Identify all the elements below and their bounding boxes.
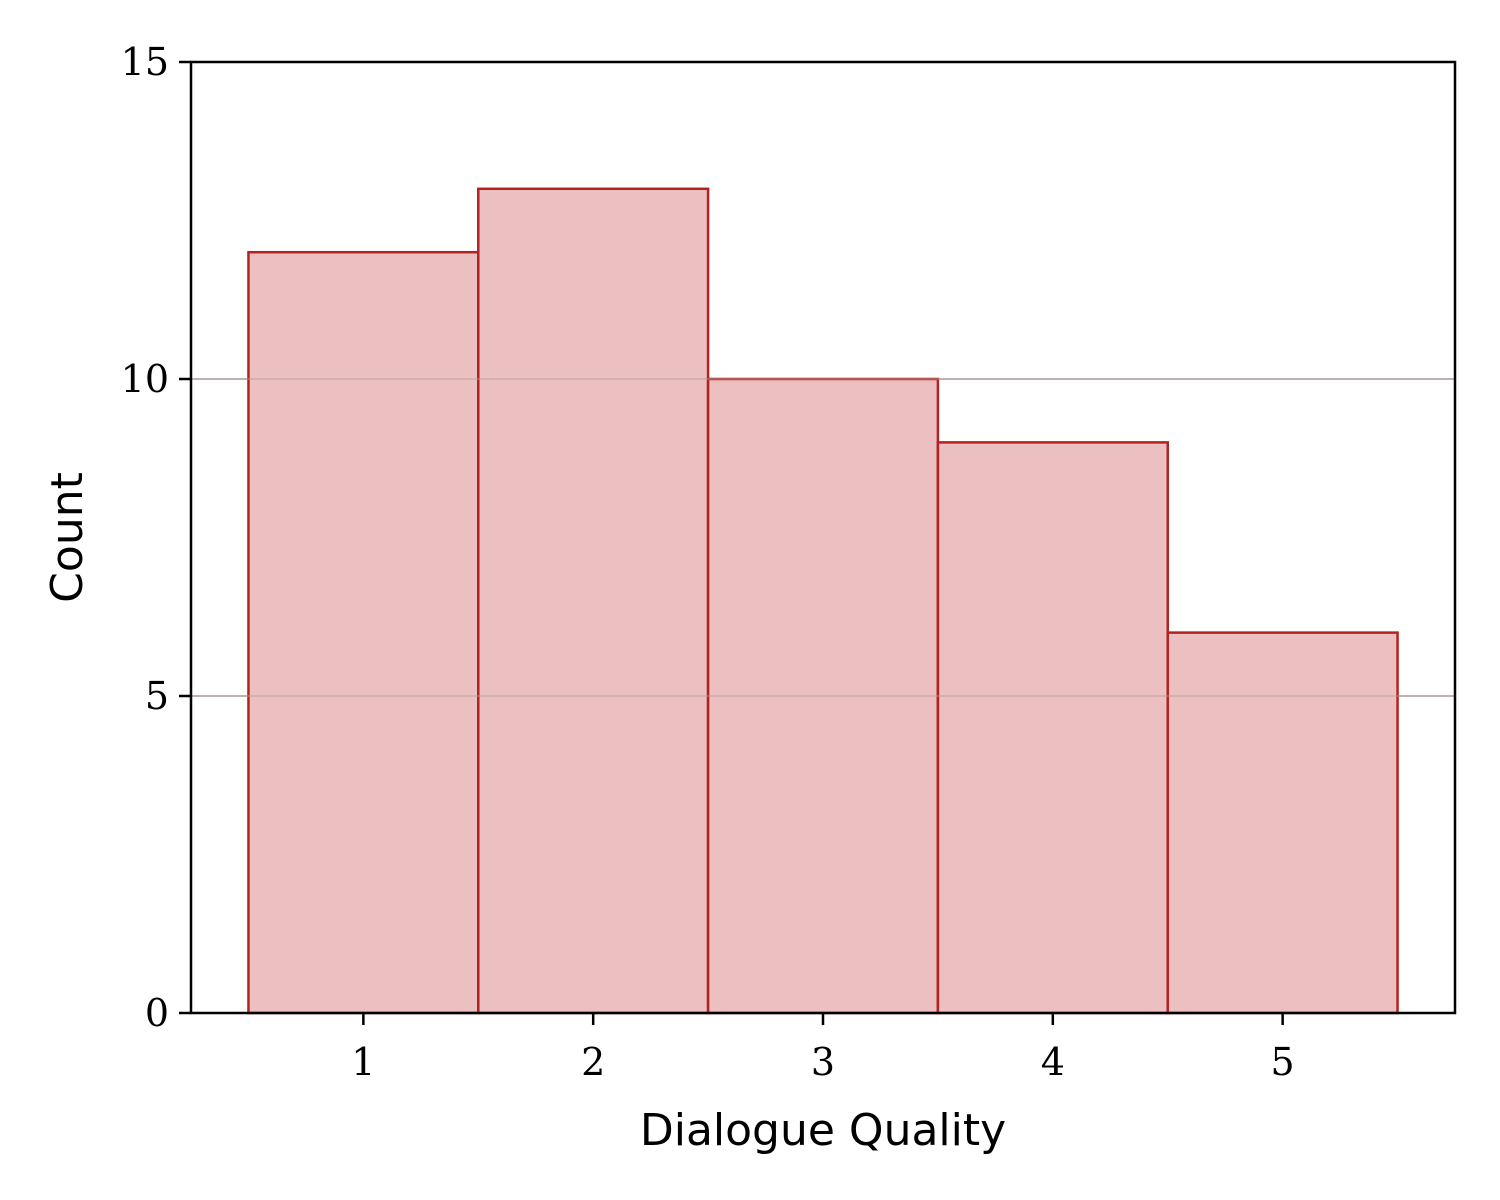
y-tick-label-10: 10 — [121, 357, 169, 401]
y-tick-label-0: 0 — [145, 991, 169, 1035]
x-tick-label-3: 3 — [811, 1040, 835, 1084]
x-tick-label-4: 4 — [1041, 1040, 1065, 1084]
bar-1 — [247, 250, 480, 1015]
bar-5 — [1166, 631, 1399, 1015]
y-axis-ticks: 0 5 10 15 — [121, 40, 191, 1035]
bar-4 — [936, 441, 1169, 1015]
bar-2 — [477, 187, 710, 1015]
x-tick-label-2: 2 — [581, 1040, 605, 1084]
bars — [191, 187, 1455, 1015]
y-axis-label: Count — [42, 472, 93, 603]
x-tick-label-1: 1 — [351, 1040, 375, 1084]
y-tick-label-5: 5 — [145, 674, 169, 718]
x-axis-label: Dialogue Quality — [640, 1105, 1006, 1156]
x-axis-ticks: 1 2 3 4 5 — [351, 1013, 1295, 1084]
x-tick-label-5: 5 — [1271, 1040, 1295, 1084]
y-tick-label-15: 15 — [121, 40, 169, 84]
